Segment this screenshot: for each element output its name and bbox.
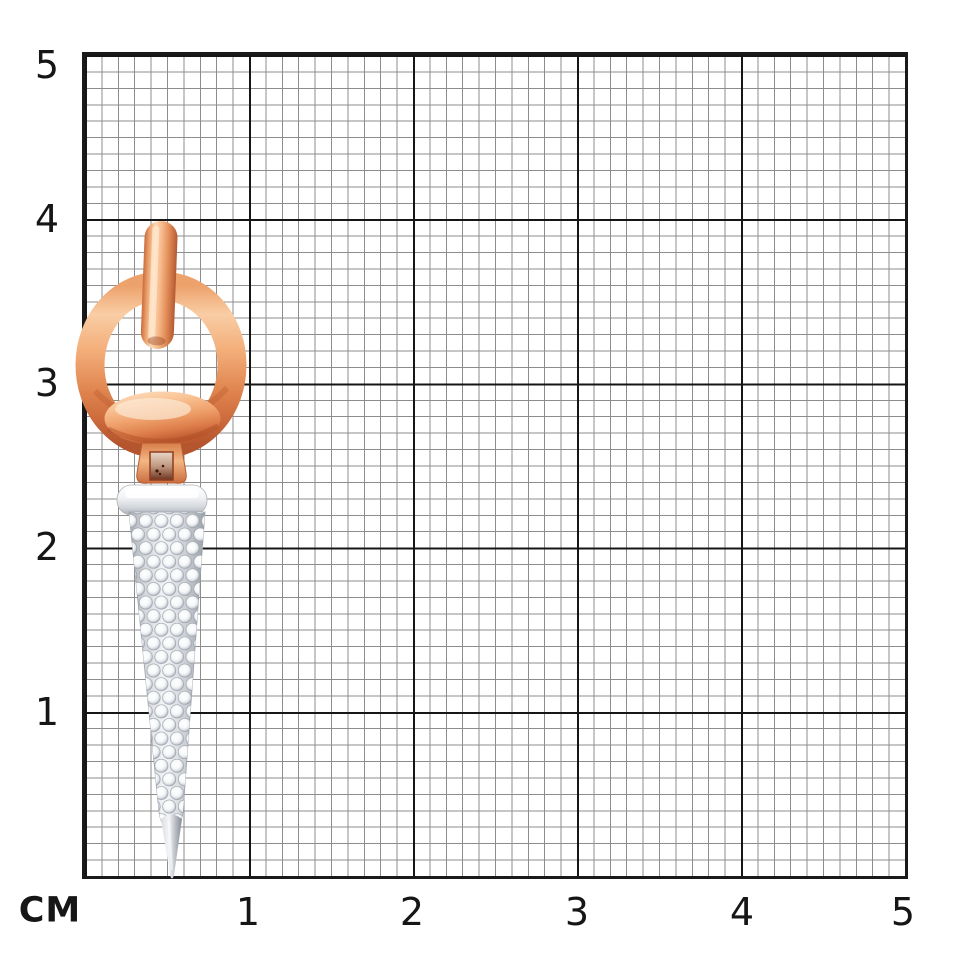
pendant-tip	[161, 814, 182, 879]
cm-grid	[82, 52, 908, 879]
x-axis-tick-label: 1	[235, 890, 261, 934]
y-axis-tick-label: 4	[34, 197, 60, 241]
pendant-cap	[116, 484, 208, 516]
x-axis-tick-label: 4	[729, 890, 755, 934]
x-axis-tick-label: 5	[890, 890, 916, 934]
pendant-bead	[104, 391, 221, 446]
y-axis-tick-label: 1	[34, 690, 60, 734]
pendant-pave-cone	[128, 511, 206, 830]
y-axis-tick-label: 3	[34, 361, 60, 405]
x-axis-tick-label: 3	[564, 890, 590, 934]
unit-label: СМ	[18, 890, 82, 931]
pendant-photo	[75, 221, 247, 879]
pendant-connector	[136, 442, 187, 484]
pendant-bail-bar	[140, 221, 178, 349]
y-axis-tick-label: 2	[34, 525, 60, 569]
x-axis-tick-label: 2	[399, 890, 425, 934]
y-axis-tick-label: 5	[34, 43, 60, 87]
